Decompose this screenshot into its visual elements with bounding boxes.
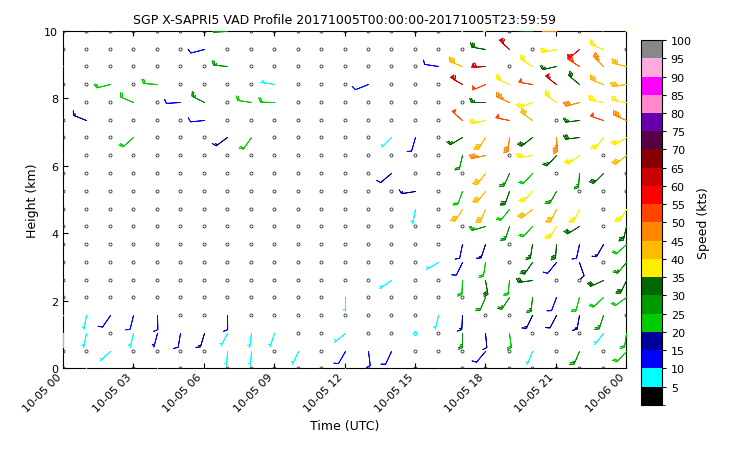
X-axis label: Time (UTC): Time (UTC) bbox=[310, 419, 379, 432]
Title: SGP X-SAPRI5 VAD Profile 20171005T00:00:00-20171005T23:59:59: SGP X-SAPRI5 VAD Profile 20171005T00:00:… bbox=[133, 14, 556, 26]
Y-axis label: Speed (kts): Speed (kts) bbox=[697, 187, 711, 259]
Y-axis label: Height (km): Height (km) bbox=[26, 163, 39, 238]
